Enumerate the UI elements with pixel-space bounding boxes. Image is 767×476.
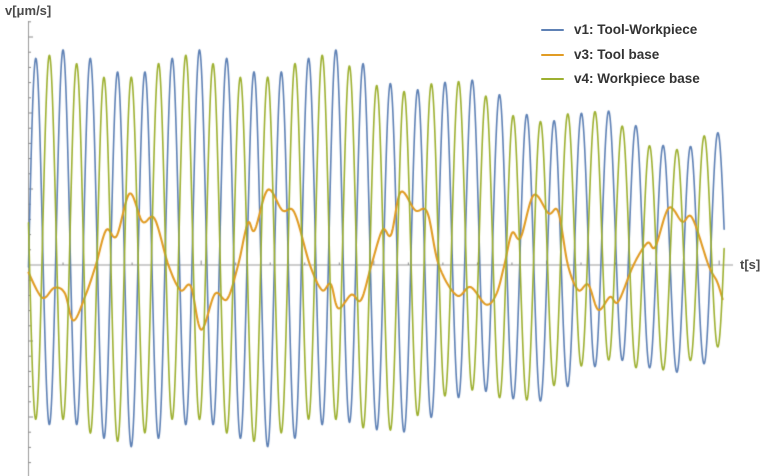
- v1-series-line-icon: [541, 29, 564, 31]
- x-axis-title: t[s]: [740, 257, 761, 272]
- legend-label-v1: v1: Tool-Workpiece: [574, 22, 698, 37]
- v4-series-line-icon: [541, 78, 564, 81]
- legend-label-v4: v4: Workpiece base: [574, 71, 700, 87]
- y-axis-title: v[μm/s]: [5, 3, 52, 18]
- v3-series-line-icon: [541, 53, 564, 56]
- legend-label-v3: v3: Tool base: [574, 46, 660, 62]
